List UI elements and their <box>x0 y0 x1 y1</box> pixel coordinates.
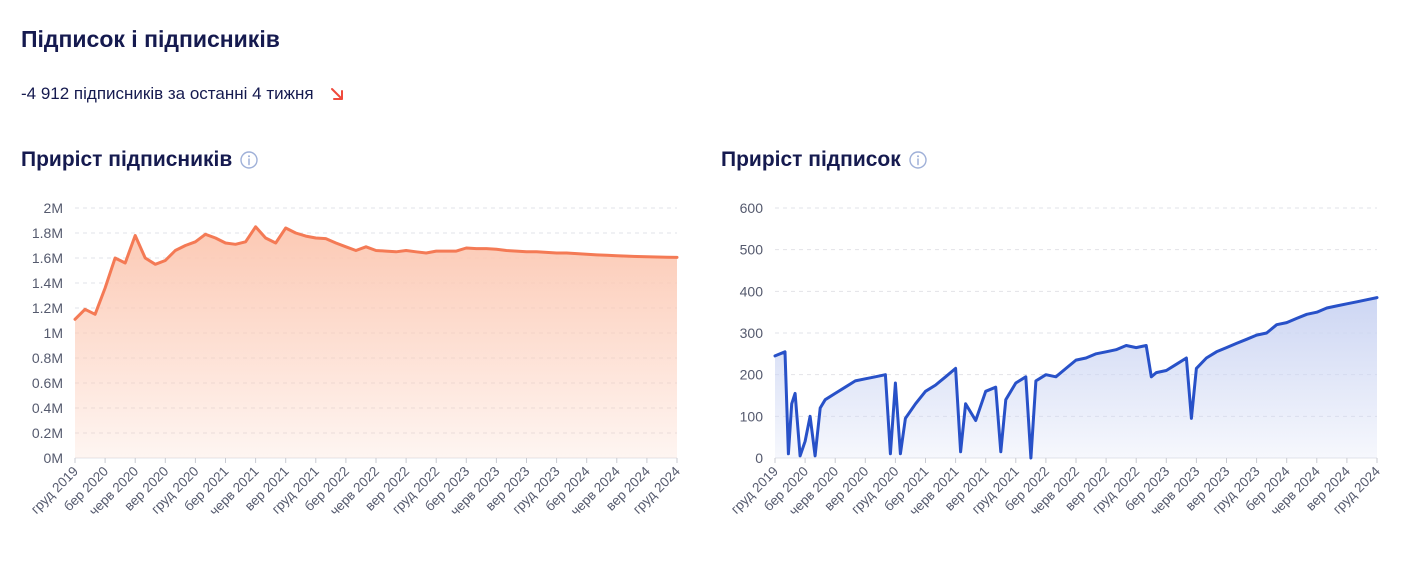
y-tick-label: 0.2M <box>32 425 63 441</box>
arrow-down-right-icon <box>330 88 343 100</box>
series-area <box>75 226 677 458</box>
series-line <box>773 296 1379 460</box>
series-area <box>775 297 1377 458</box>
y-tick-label: 0.6M <box>32 375 63 391</box>
y-tick-label: 1M <box>44 325 63 341</box>
y-tick-label: 100 <box>740 408 764 424</box>
followers-delta-text: -4 912 підписників за останні 4 тижня <box>21 84 314 103</box>
y-tick-label: 300 <box>740 325 764 341</box>
followers-delta: -4 912 підписників за останні 4 тижня <box>21 84 346 104</box>
y-tick-label: 400 <box>740 283 764 299</box>
series-line <box>73 225 679 321</box>
page-title: Підписок і підписників <box>21 26 280 52</box>
y-tick-label: 1.8M <box>32 225 63 241</box>
y-tick-label: 2M <box>44 200 63 216</box>
y-tick-label: 0.4M <box>32 400 63 416</box>
y-tick-label: 1.2M <box>32 300 63 316</box>
following-chart-title-text: Приріст підписок <box>721 148 901 171</box>
y-tick-label: 500 <box>740 242 764 258</box>
info-icon[interactable] <box>909 151 927 169</box>
followers-chart-title-text: Приріст підписників <box>21 148 233 171</box>
followers-growth-chart: 0M0.2M0.4M0.6M0.8M1M1.2M1.4M1.6M1.8M2Mгр… <box>28 200 684 519</box>
y-tick-label: 0M <box>44 450 63 466</box>
info-icon[interactable] <box>240 151 258 169</box>
following-chart-title: Приріст підписок <box>721 148 927 172</box>
y-tick-label: 1.6M <box>32 250 63 266</box>
y-tick-label: 1.4M <box>32 275 63 291</box>
y-tick-label: 200 <box>740 367 764 383</box>
y-tick-label: 600 <box>740 200 764 216</box>
y-tick-label: 0.8M <box>32 350 63 366</box>
followers-chart-title: Приріст підписників <box>21 148 258 172</box>
y-tick-label: 0 <box>755 450 763 466</box>
